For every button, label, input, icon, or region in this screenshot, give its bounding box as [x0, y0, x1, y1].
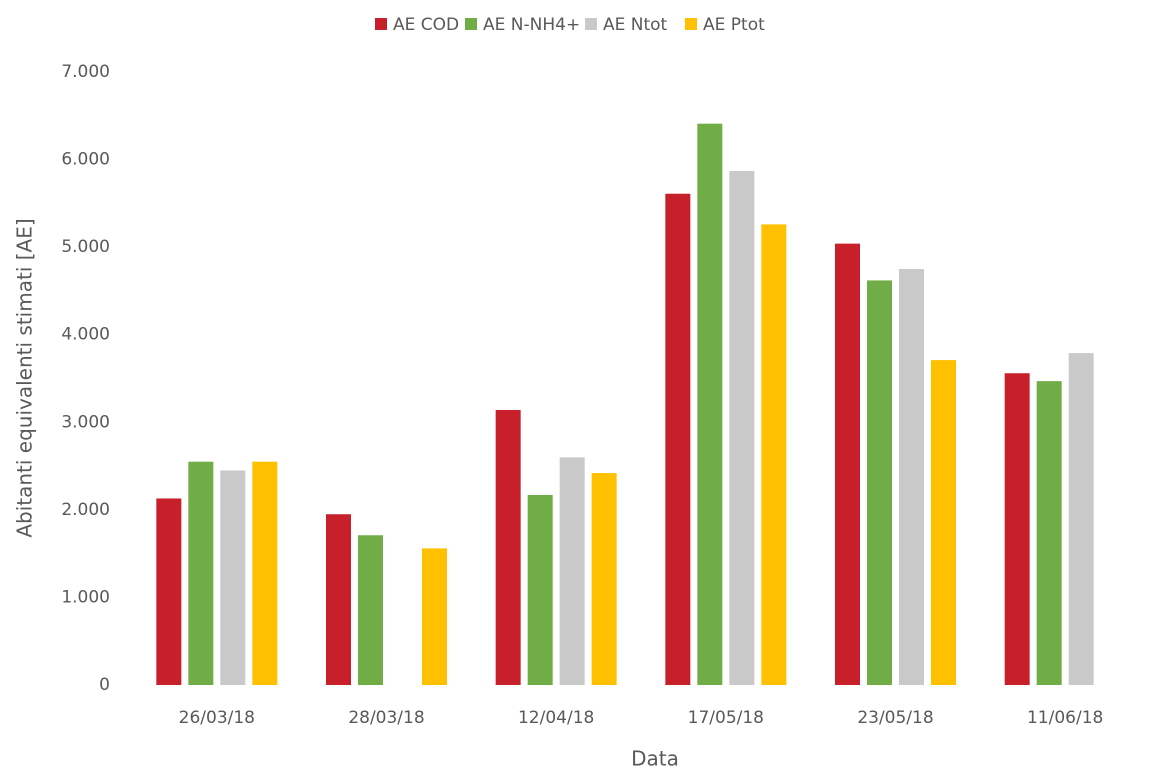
bar: [495, 410, 521, 685]
x-tick-label: 28/03/18: [348, 708, 424, 728]
y-tick-label: 0: [99, 675, 110, 695]
bar: [729, 170, 755, 686]
x-tick-label: 11/06/18: [1027, 708, 1103, 728]
y-tick-label: 7.000: [61, 62, 110, 82]
legend-swatch: [375, 18, 387, 30]
legend-label: AE Ptot: [703, 15, 765, 35]
bar: [835, 243, 860, 685]
bar: [559, 457, 585, 685]
bar: [931, 360, 956, 685]
legend-label: AE N-NH4+: [483, 15, 580, 35]
legend-swatch: [585, 18, 597, 30]
bar: [1068, 353, 1094, 685]
bar: [252, 461, 278, 685]
legend-swatch: [685, 18, 697, 30]
legend-label: AE COD: [393, 15, 459, 35]
y-tick-label: 4.000: [61, 325, 110, 345]
y-axis-title: Abitanti equivalenti stimati [AE]: [13, 218, 37, 537]
bar: [1004, 373, 1030, 685]
bar: [156, 498, 182, 685]
bar: [591, 473, 617, 685]
legend-swatch: [465, 18, 477, 30]
bar: [358, 535, 383, 685]
y-tick-label: 2.000: [61, 500, 110, 520]
x-tick-label: 23/05/18: [857, 708, 933, 728]
bar: [761, 224, 787, 686]
bar: [899, 269, 924, 685]
bar: [1036, 381, 1062, 685]
bar: [527, 494, 553, 685]
legend-label: AE Ntot: [603, 15, 668, 35]
bar: [326, 514, 351, 685]
y-tick-label: 1.000: [61, 587, 110, 607]
x-tick-label: 17/05/18: [688, 708, 764, 728]
y-tick-label: 5.000: [61, 237, 110, 257]
y-tick-label: 3.000: [61, 412, 110, 432]
y-tick-label: 6.000: [61, 150, 110, 170]
x-tick-label: 12/04/18: [518, 708, 594, 728]
bar: [220, 470, 246, 685]
bar: [188, 461, 214, 685]
bar: [867, 280, 892, 685]
x-axis-title: Data: [631, 747, 679, 771]
bar: [422, 548, 447, 685]
bar: [697, 123, 723, 686]
x-tick-label: 26/03/18: [179, 708, 255, 728]
bar: [665, 193, 691, 685]
